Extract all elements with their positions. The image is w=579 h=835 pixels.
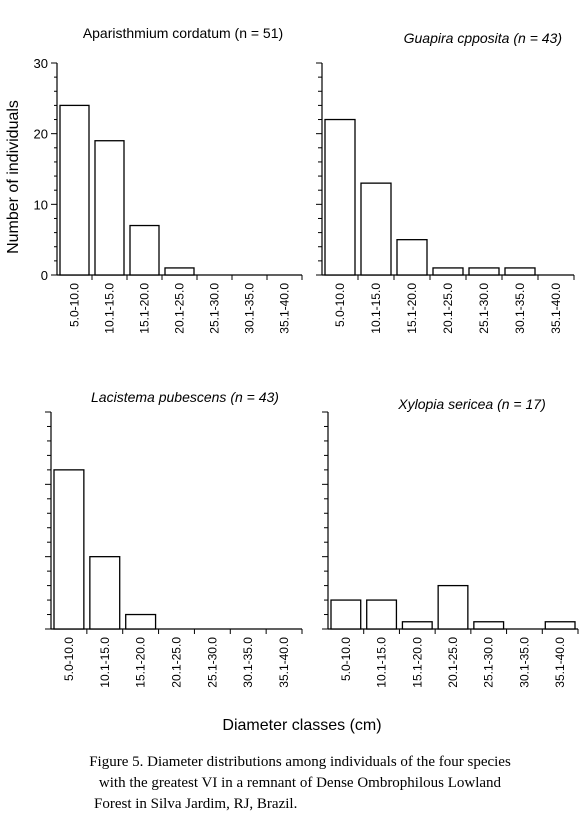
x-tick-label: 25.1-30.0 (477, 283, 491, 334)
x-tick-label: 25.1-30.0 (208, 283, 222, 334)
bar (366, 599, 398, 630)
x-tick-label: 30.1-35.0 (243, 283, 257, 334)
bar (324, 118, 356, 276)
chart-panel-3: Lacistema pubescens (n = 43) 5.0-10.0 10.1… (45, 389, 303, 688)
bar (53, 469, 85, 630)
y-tick-label: 20 (34, 127, 48, 142)
chart-title: Lacistema pubescens (n = 43) (91, 389, 279, 405)
bar (544, 621, 576, 630)
bar (473, 621, 505, 630)
bar (468, 267, 500, 276)
x-tick-label: 5.0-10.0 (62, 637, 76, 681)
y-tick-label: 30 (34, 56, 48, 71)
bar (94, 140, 125, 276)
x-tick-label: 25.1-30.0 (205, 637, 219, 688)
x-tick-label: 10.1-15.0 (369, 283, 383, 334)
bar (89, 556, 121, 630)
x-tick-label: 20.1-25.0 (170, 637, 184, 688)
chart-panel-2: Guapira cpposita (n = 43) 5.0-10.0 10.1-15… (316, 30, 575, 334)
bar (164, 267, 195, 276)
chart-title: Aparisthmium cordatum (n = 51) (83, 25, 283, 41)
x-tick-label: 30.1-35.0 (513, 283, 527, 334)
chart-panel-1: Aparisthmium cordatum (n = 51) 0 10 20 30 5.0… (34, 25, 303, 334)
bar (396, 239, 428, 276)
x-tick-label: 10.1-15.0 (98, 637, 112, 688)
bar (129, 224, 160, 276)
bar (360, 182, 392, 276)
figure-caption: Figure 5. Diameter distributions among i… (30, 752, 570, 815)
x-tick-label: 30.1-35.0 (241, 637, 255, 688)
y-axis-label: Number of individuals (5, 100, 22, 254)
x-tick-label: 15.1-20.0 (138, 283, 152, 334)
caption-line-2: with the greatest VI in a remnant of Den… (98, 775, 502, 791)
chart-title: Xylopia sericea (n = 17) (397, 396, 545, 412)
x-tick-label: 35.1-40.0 (277, 637, 291, 688)
x-axis-label: Diameter classes (cm) (222, 717, 381, 734)
caption-line-1: Figure 5. Diameter distributions among i… (89, 754, 511, 770)
bar (125, 613, 157, 630)
chart-panels: Aparisthmium cordatum (n = 51) 0 10 20 30 5.0… (34, 25, 579, 688)
x-tick-label: 20.1-25.0 (441, 283, 455, 334)
bar (401, 621, 433, 630)
x-tick-label: 35.1-40.0 (549, 283, 563, 334)
chart-panel-4: Xylopia sericea (n = 17) 5.0-10.0 10.1-15.… (322, 396, 579, 688)
x-tick-label: 25.1-30.0 (482, 637, 496, 688)
x-tick-label: 5.0-10.0 (339, 637, 353, 681)
bar (437, 584, 469, 630)
y-tick-label: 0 (41, 268, 48, 283)
x-tick-label: 20.1-25.0 (446, 637, 460, 688)
chart-title: Guapira cpposita (n = 43) (404, 30, 562, 46)
bar (330, 599, 362, 630)
x-tick-label: 10.1-15.0 (103, 283, 117, 334)
x-tick-label: 30.1-35.0 (517, 637, 531, 688)
x-tick-label: 15.1-20.0 (410, 637, 424, 688)
x-tick-label: 15.1-20.0 (134, 637, 148, 688)
x-tick-label: 35.1-40.0 (553, 637, 567, 688)
bar (504, 267, 536, 276)
caption-line-3: Forest in Silva Jardim, RJ, Brazil. (94, 796, 298, 812)
y-tick-label: 10 (34, 197, 48, 212)
x-tick-label: 15.1-20.0 (405, 283, 419, 334)
x-tick-label: 5.0-10.0 (333, 283, 347, 327)
x-tick-label: 20.1-25.0 (173, 283, 187, 334)
x-tick-label: 35.1-40.0 (278, 283, 292, 334)
x-tick-label: 10.1-15.0 (375, 637, 389, 688)
bar (59, 104, 90, 276)
bar (432, 267, 464, 276)
x-tick-label: 5.0-10.0 (68, 283, 82, 327)
